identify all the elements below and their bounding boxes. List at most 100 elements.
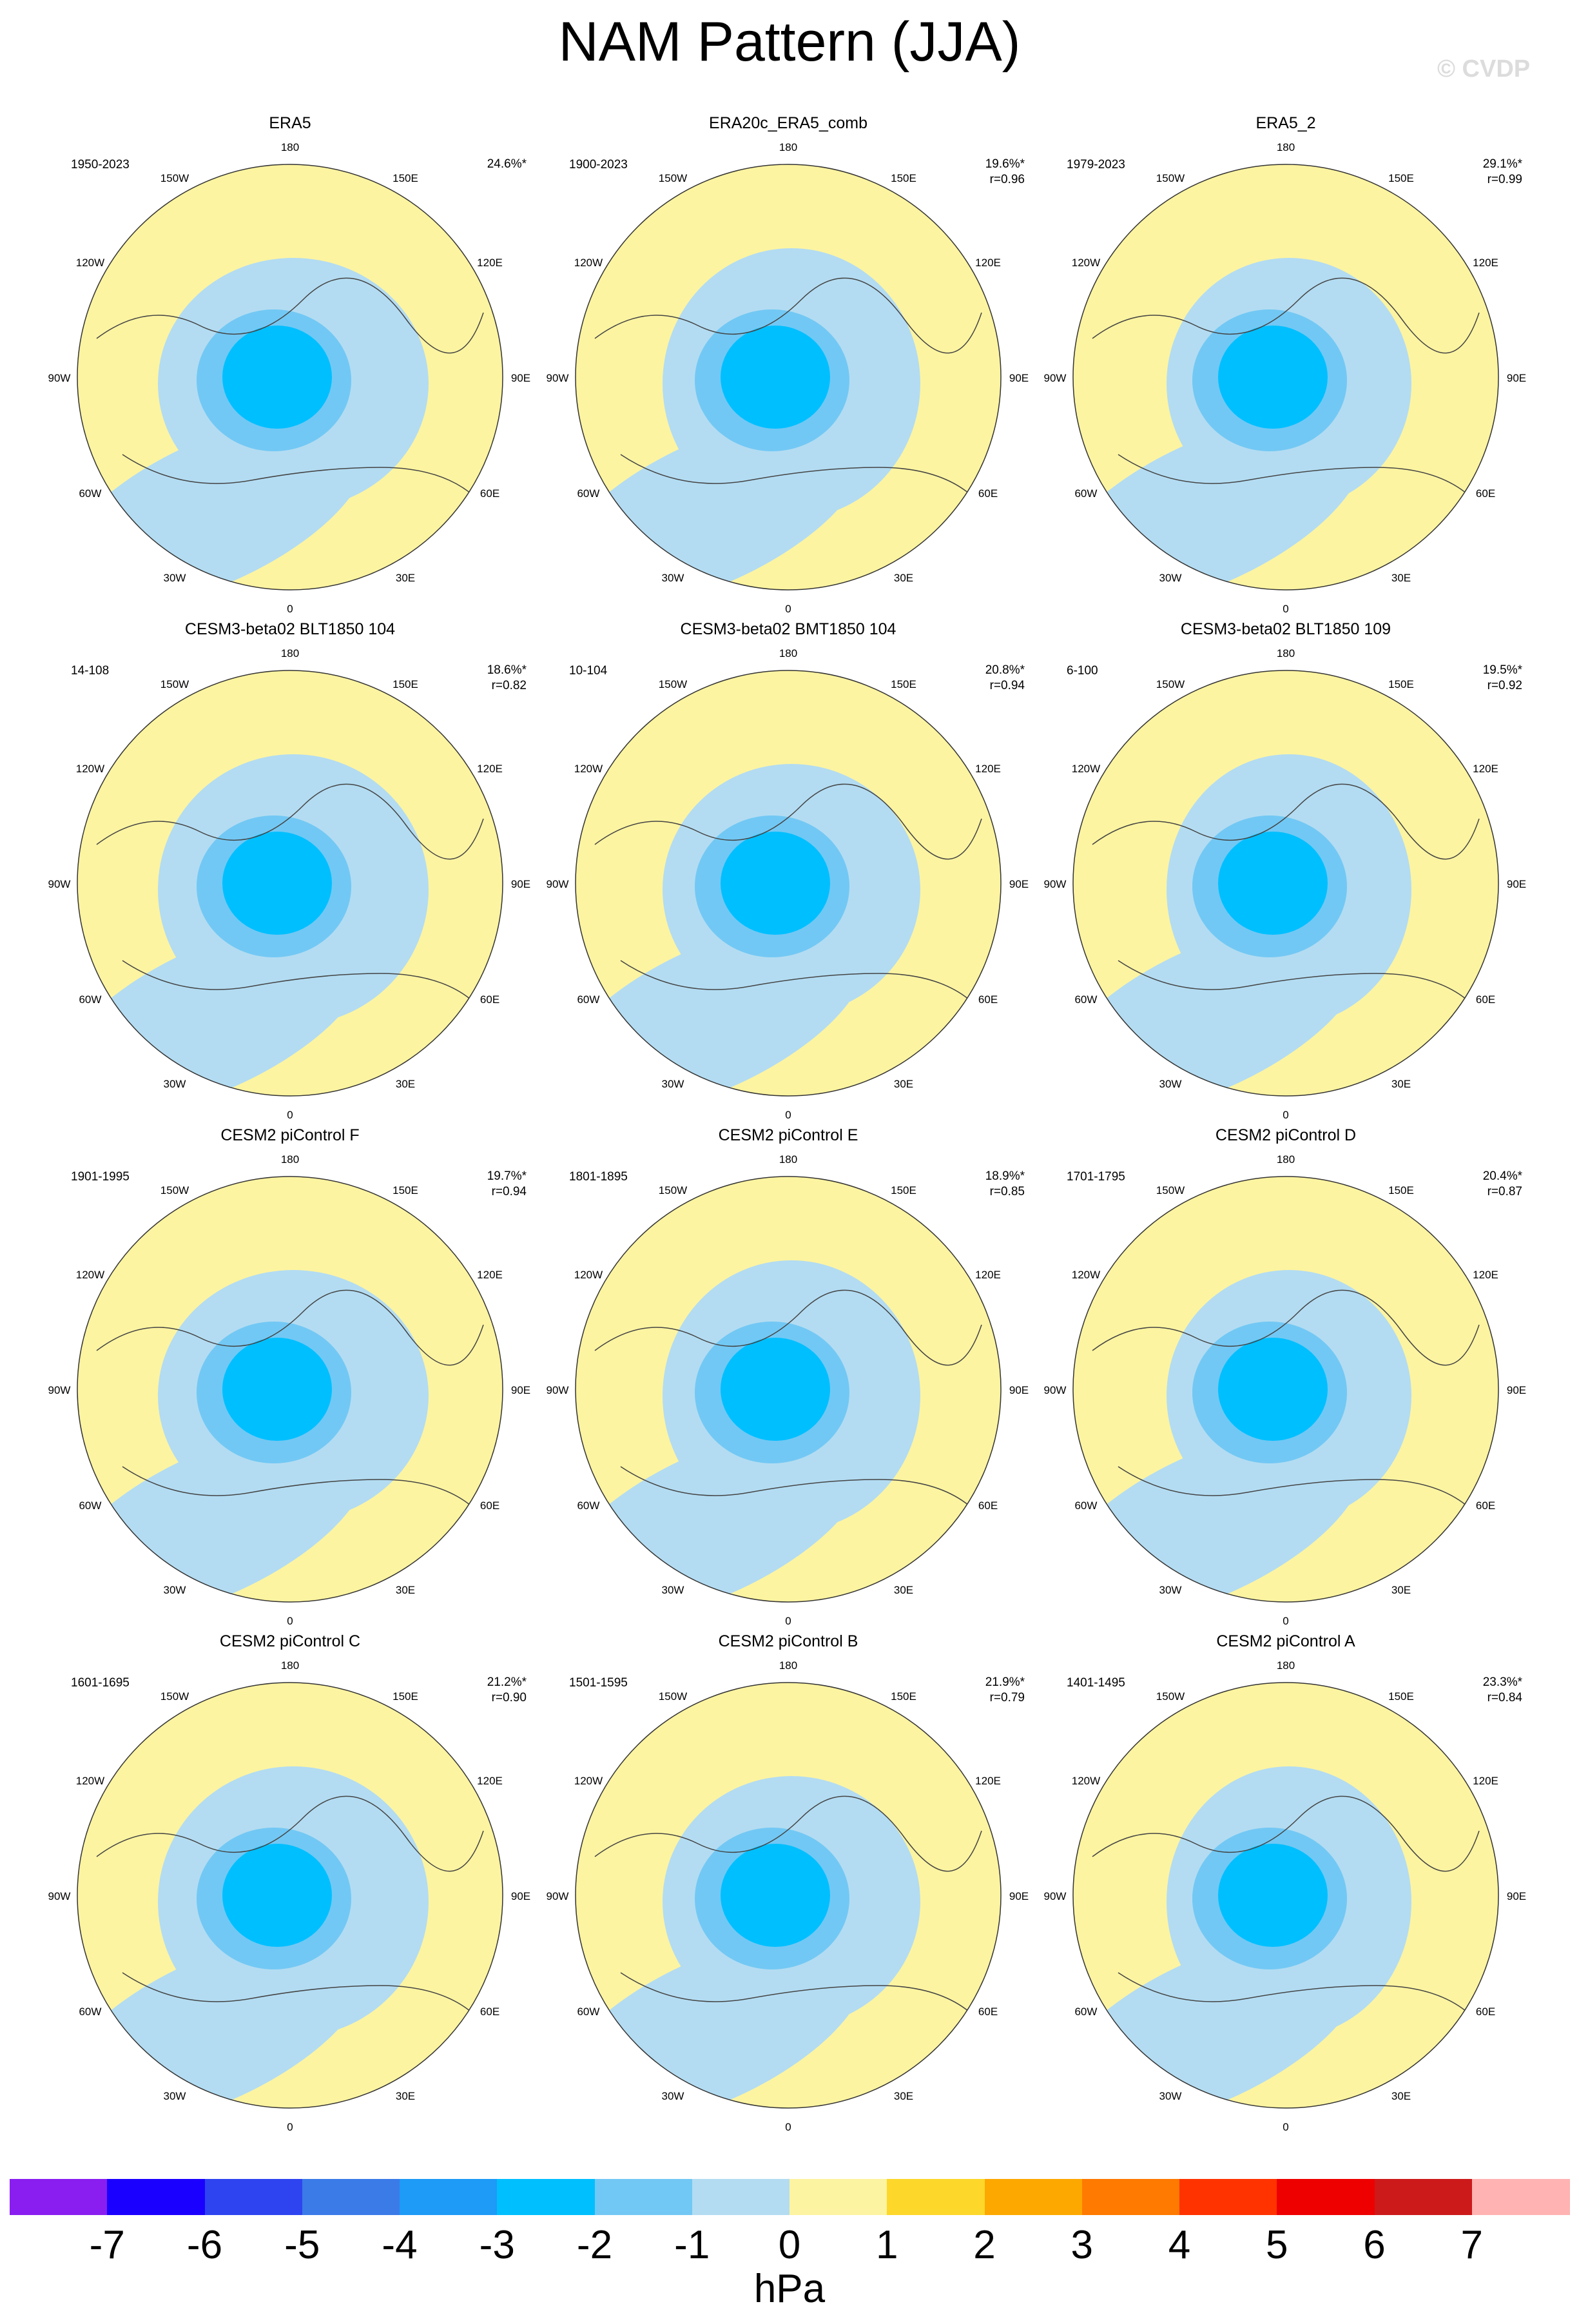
colorbar-swatch: [1471, 2179, 1570, 2215]
longitude-label: 0: [785, 603, 791, 615]
colorbar-tick-label: 4: [1168, 2223, 1191, 2267]
map-border: [575, 164, 1002, 591]
map-panel: ERA5 1950-2023 24.6%* 180 150E 120E 90E 60E 30E 0…: [35, 113, 545, 616]
longitude-label: 60E: [1476, 1499, 1495, 1512]
longitude-label: 60E: [1476, 487, 1495, 500]
longitude-label: 150E: [392, 1690, 418, 1703]
longitude-label: 150W: [659, 172, 687, 184]
longitude-label: 150W: [1156, 172, 1185, 184]
contour-minus-4: [1247, 1860, 1305, 1924]
map-border: [77, 1682, 503, 2109]
coastline: [96, 1795, 484, 1872]
panel-variance: 21.9%* r=0.79: [985, 1675, 1025, 1706]
colorbar-swatch: [1081, 2179, 1180, 2215]
longitude-label: 60E: [1476, 993, 1495, 1006]
panel-variance: 20.8%* r=0.94: [985, 663, 1025, 694]
coastline: [122, 1466, 471, 1506]
longitude-label: 120W: [76, 1775, 104, 1787]
coastline: [96, 277, 484, 354]
coastline: [594, 1289, 982, 1366]
longitude-label: 30E: [894, 1078, 913, 1090]
longitude-label: 180: [1277, 1153, 1295, 1166]
polar-map: 180 150E 120E 90E 60E 30E 0 30W 60W 90W 120W 150W: [48, 1153, 531, 1627]
contour-minus-4: [1247, 848, 1305, 912]
longitude-label: 0: [1283, 603, 1288, 615]
longitude-label: 30W: [662, 2090, 684, 2102]
longitude-label: 90W: [1044, 1384, 1067, 1396]
longitude-label: 60E: [978, 1499, 998, 1512]
coastline: [1092, 277, 1480, 354]
longitude-label: 90E: [1009, 1384, 1029, 1396]
pattern-correlation: r=0.94: [491, 1185, 527, 1198]
longitude-label: 90W: [48, 372, 71, 384]
longitude-label: 60E: [480, 993, 499, 1006]
longitude-label: 30W: [1159, 1584, 1182, 1596]
coastline: [594, 277, 982, 354]
longitude-label: 150E: [891, 172, 916, 184]
contour-minus-4: [750, 342, 808, 406]
panel-title: CESM2 piControl E: [718, 1126, 858, 1144]
panel-variance: 19.7%* r=0.94: [487, 1169, 527, 1200]
longitude-label: 30W: [1159, 1078, 1182, 1090]
longitude-label: 90W: [48, 1384, 71, 1396]
longitude-label: 0: [287, 1615, 293, 1627]
longitude-label: 60E: [480, 1499, 499, 1512]
panel-period: 1900-2023: [569, 158, 628, 171]
coastline: [122, 1972, 471, 2012]
longitude-label: 90E: [511, 1890, 530, 1902]
longitude-label: 30W: [164, 2090, 186, 2102]
longitude-label: 60W: [1074, 2006, 1097, 2018]
longitude-label: 120W: [1072, 257, 1100, 269]
longitude-label: 180: [281, 141, 299, 153]
colorbar-tick-label: 3: [1070, 2223, 1093, 2267]
longitude-label: 30E: [396, 1584, 415, 1596]
longitude-label: 150E: [891, 1184, 916, 1196]
longitude-label: 60W: [1074, 1499, 1097, 1512]
coastline: [1092, 1795, 1480, 1872]
page-title: NAM Pattern (JJA): [558, 11, 1021, 73]
polar-map: 180 150E 120E 90E 60E 30E 0 30W 60W 90W 120W 150W: [1044, 647, 1527, 1121]
longitude-label: 90W: [1044, 372, 1067, 384]
variance-explained: 21.2%*: [487, 1675, 527, 1689]
longitude-label: 90E: [511, 1384, 530, 1396]
longitude-label: 90W: [1044, 878, 1067, 890]
panel-title: CESM2 piControl B: [718, 1632, 858, 1650]
longitude-label: 120E: [1473, 1775, 1498, 1787]
longitude-label: 30E: [1391, 1584, 1411, 1596]
polar-map: 180 150E 120E 90E 60E 30E 0 30W 60W 90W 120W 150W: [48, 647, 531, 1121]
colorbar-swatch: [1277, 2179, 1375, 2215]
longitude-label: 120W: [574, 763, 603, 775]
longitude-label: 120E: [1473, 257, 1498, 269]
pattern-correlation: r=0.90: [491, 1691, 527, 1704]
colorbar-swatch: [1374, 2179, 1473, 2215]
map-panel: ERA5_2 1979-2023 29.1%* r=0.99 180 150E 120E 90…: [1031, 113, 1540, 616]
longitude-label: 180: [779, 141, 797, 153]
panel-period: 1401-1495: [1067, 1676, 1125, 1690]
colorbar-swatch: [1179, 2179, 1277, 2215]
longitude-label: 60W: [577, 993, 599, 1006]
panel-variance: 18.9%* r=0.85: [985, 1169, 1025, 1200]
longitude-label: 180: [281, 647, 299, 659]
panel-variance: 29.1%* r=0.99: [1483, 157, 1522, 188]
colorbar-tick-label: -6: [186, 2223, 223, 2267]
longitude-label: 180: [779, 1153, 797, 1166]
colorbar-tick-label: -3: [479, 2223, 515, 2267]
map-border: [1072, 670, 1499, 1097]
map-panel: CESM3-beta02 BLT1850 104 14-108 18.6%* r=0.…: [35, 619, 545, 1122]
longitude-label: 60E: [1476, 2006, 1495, 2018]
colorbar-swatch: [984, 2179, 1083, 2215]
map-panel: CESM2 piControl A 1401-1495 23.3%* r=0.84 18…: [1031, 1631, 1540, 2134]
contour-minus-4: [1247, 342, 1305, 406]
longitude-label: 120E: [477, 763, 503, 775]
coastline: [1118, 1466, 1467, 1506]
coastline: [1092, 783, 1480, 860]
polar-map: 180 150E 120E 90E 60E 30E 0 30W 60W 90W 120W 150W: [48, 141, 531, 615]
pattern-correlation: r=0.85: [989, 1185, 1025, 1198]
longitude-label: 90W: [547, 1384, 569, 1396]
longitude-label: 0: [785, 1615, 791, 1627]
longitude-label: 30W: [164, 1078, 186, 1090]
panel-variance: 19.5%* r=0.92: [1483, 663, 1522, 694]
panel-title: ERA5: [269, 114, 311, 132]
longitude-label: 60W: [1074, 487, 1097, 500]
pattern-correlation: r=0.92: [1487, 679, 1522, 692]
